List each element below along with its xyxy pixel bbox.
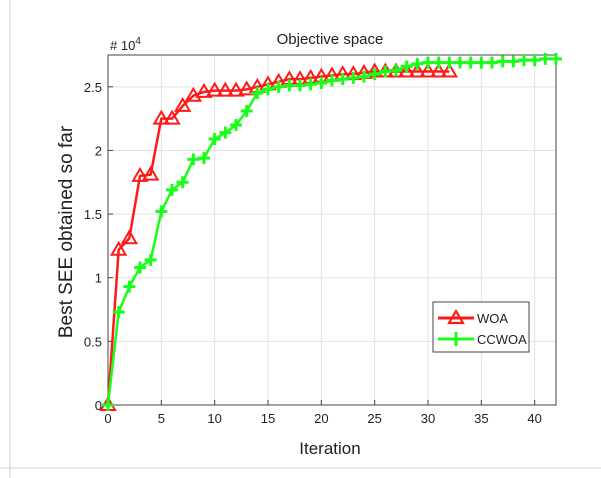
x-tick-label: 10 xyxy=(207,411,221,426)
data-point-woa xyxy=(173,96,192,112)
y-multiplier-base: # 10 xyxy=(110,38,135,53)
data-point-ccwoa xyxy=(507,55,520,68)
data-point-ccwoa xyxy=(315,77,328,89)
data-point-woa xyxy=(152,109,171,125)
y-tick-label: 2.5 xyxy=(84,80,102,95)
legend-entry-woa: WOA xyxy=(438,308,508,326)
data-point-ccwoa xyxy=(230,119,242,131)
data-point-ccwoa xyxy=(166,183,178,196)
legend-box xyxy=(432,301,530,353)
data-point-woa xyxy=(227,81,245,97)
data-point-ccwoa xyxy=(336,73,349,86)
y-axis-label: Best SEE obtained so far xyxy=(56,125,77,338)
data-point-ccwoa xyxy=(304,78,317,91)
axis-ticks: 0 5 10 15 20 25 30 35 40 0 0.5 1 1.5 2 2.5 xyxy=(84,80,542,426)
data-point-ccwoa xyxy=(123,280,136,293)
x-tick-label: 25 xyxy=(367,411,381,426)
x-tick-label: 20 xyxy=(314,411,328,426)
data-point-ccwoa xyxy=(550,52,562,65)
data-point-ccwoa xyxy=(283,79,296,92)
data-point-woa xyxy=(408,62,427,78)
data-point-ccwoa xyxy=(454,56,466,69)
series-line-woa xyxy=(106,70,450,406)
data-point-ccwoa xyxy=(251,87,264,100)
y-tick-label: 2 xyxy=(95,143,102,158)
data-point-ccwoa xyxy=(219,126,232,139)
y-tick-label: 1 xyxy=(95,271,102,286)
data-point-ccwoa xyxy=(411,57,424,70)
data-point-woa xyxy=(237,80,256,96)
y-axis-multiplier: # 104 xyxy=(110,36,141,53)
x-tick-label: 40 xyxy=(527,411,541,426)
data-point-ccwoa xyxy=(294,79,306,92)
data-point-ccwoa xyxy=(379,65,392,78)
data-point-woa xyxy=(216,81,235,97)
legend: WOA CCWOA xyxy=(432,301,530,353)
data-point-ccwoa xyxy=(368,68,381,81)
data-point-woa xyxy=(109,240,128,256)
data-point-ccwoa xyxy=(432,56,445,69)
data-point-ccwoa xyxy=(326,74,338,87)
y-multiplier-exponent: 4 xyxy=(135,36,141,47)
data-point-ccwoa xyxy=(262,83,274,96)
y-tick-label: 1.5 xyxy=(84,207,102,222)
data-point-ccwoa xyxy=(134,261,146,274)
legend-ccwoa-label: CCWOA xyxy=(477,332,527,347)
data-point-ccwoa xyxy=(358,70,370,83)
data-point-ccwoa xyxy=(198,152,210,165)
data-point-ccwoa xyxy=(528,54,541,67)
data-point-woa xyxy=(184,86,203,102)
series-layer xyxy=(99,52,562,411)
data-point-woa xyxy=(429,62,448,78)
series-woa xyxy=(99,62,459,411)
x-axis-label: Iteration xyxy=(299,439,360,458)
data-point-ccwoa xyxy=(347,71,360,84)
y-tick-label: 0.5 xyxy=(84,334,102,349)
data-point-woa xyxy=(163,109,181,125)
data-point-woa xyxy=(397,62,416,78)
data-point-ccwoa xyxy=(422,56,434,69)
data-point-woa xyxy=(141,165,160,181)
data-point-ccwoa xyxy=(208,133,221,145)
data-point-ccwoa xyxy=(144,253,157,266)
x-tick-label: 30 xyxy=(421,411,435,426)
data-point-ccwoa xyxy=(496,55,509,68)
data-point-ccwoa xyxy=(176,176,189,189)
data-point-ccwoa xyxy=(112,306,125,319)
data-point-ccwoa xyxy=(102,399,114,411)
chart-title: Objective space xyxy=(277,31,384,48)
legend-ccwoa-marker xyxy=(449,332,463,346)
data-point-ccwoa xyxy=(272,80,285,93)
data-point-ccwoa xyxy=(475,56,488,69)
data-point-ccwoa xyxy=(187,153,200,166)
plot-area xyxy=(107,54,557,406)
data-point-ccwoa xyxy=(240,105,253,117)
data-point-woa xyxy=(195,82,213,98)
data-point-woa xyxy=(131,166,149,182)
data-point-ccwoa xyxy=(155,205,168,218)
series-ccwoa xyxy=(102,52,562,411)
data-point-ccwoa xyxy=(539,52,552,65)
data-point-ccwoa xyxy=(464,56,477,69)
legend-woa-marker xyxy=(447,308,465,325)
data-point-ccwoa xyxy=(486,56,498,69)
x-tick-label: 0 xyxy=(104,411,111,426)
legend-woa-label: WOA xyxy=(477,311,508,326)
legend-entry-ccwoa: CCWOA xyxy=(438,332,527,347)
data-point-ccwoa xyxy=(518,54,530,67)
data-point-woa xyxy=(419,62,437,78)
data-point-woa xyxy=(440,62,459,78)
x-tick-label: 5 xyxy=(158,411,165,426)
x-tick-label: 15 xyxy=(261,411,275,426)
data-point-woa xyxy=(205,81,224,97)
data-point-ccwoa xyxy=(390,64,402,77)
data-point-ccwoa xyxy=(443,56,456,69)
data-point-ccwoa xyxy=(400,60,413,73)
data-point-woa xyxy=(120,229,139,245)
y-tick-label: 0 xyxy=(95,398,102,413)
x-tick-label: 35 xyxy=(474,411,488,426)
